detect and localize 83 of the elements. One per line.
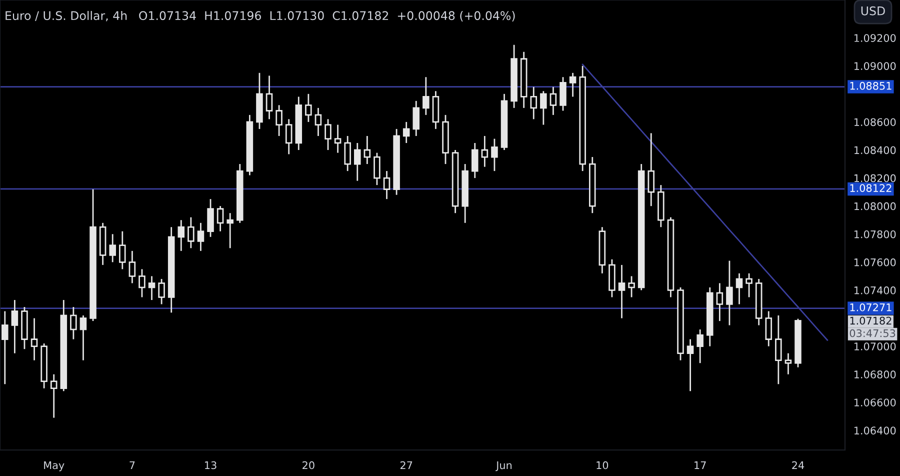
y-tick-label: 1.06800 <box>854 370 896 378</box>
candlestick <box>364 135 371 165</box>
y-tick-label: 1.07600 <box>854 258 896 266</box>
y-tick-label: 1.09200 <box>854 34 896 42</box>
candlestick <box>80 314 87 361</box>
candlestick <box>481 135 488 168</box>
ref-line-label: 1.07271 <box>850 303 892 312</box>
x-tick-label: 7 <box>130 461 135 470</box>
y-tick-label: 1.08200 <box>854 174 896 182</box>
candlestick <box>736 272 743 305</box>
candlestick <box>158 278 165 305</box>
y-tick-label: 1.08400 <box>854 146 896 154</box>
candlestick <box>197 222 204 252</box>
candlestick <box>50 374 58 418</box>
y-tick-label: 1.09000 <box>854 62 896 70</box>
candlestick <box>569 72 576 98</box>
candlestick <box>226 212 234 249</box>
text: 03:47:53 <box>850 329 896 338</box>
candlestick <box>354 142 361 182</box>
candlestick <box>324 118 332 151</box>
candlestick <box>471 142 478 179</box>
candlestick <box>726 260 733 326</box>
candlestick <box>148 275 156 301</box>
candlestick <box>540 90 547 126</box>
candlestick <box>696 328 704 364</box>
text: USD <box>861 6 885 16</box>
ref-line-label: 1.08122 <box>850 184 892 192</box>
candlestick <box>314 107 322 137</box>
y-tick-label: 1.07000 <box>854 342 896 350</box>
candlestick <box>119 230 126 270</box>
candlestick <box>207 198 214 238</box>
candlestick <box>550 86 557 116</box>
candlestick <box>216 205 224 232</box>
candlestick <box>686 338 694 392</box>
text: Euro / U.S. Dollar, 4h <box>6 10 127 22</box>
candlestick <box>285 118 292 155</box>
candlestick <box>648 132 655 207</box>
candlestick <box>2 310 8 385</box>
candlestick <box>402 121 410 144</box>
candlestick <box>30 318 38 361</box>
candlestick <box>530 86 538 120</box>
candlestick <box>716 282 724 322</box>
candlestick <box>784 352 792 375</box>
y-tick-label: 1.06400 <box>854 426 896 434</box>
text: O1.07134 H1.07196 L1.07130 C1.07182 +0.00048 (+0.04%) <box>139 10 515 22</box>
ref-line-label: 1.08851 <box>850 82 892 90</box>
x-tick-label: 17 <box>694 461 706 470</box>
x-tick-label: Jun <box>496 461 512 472</box>
candlestick <box>383 170 390 200</box>
candlestick <box>618 264 626 319</box>
y-tick-label: 1.08600 <box>854 118 896 126</box>
candlestick <box>11 299 18 354</box>
x-tick-label: 13 <box>205 461 216 470</box>
y-tick-label: 1.08000 <box>854 202 896 210</box>
candlestick <box>412 100 420 137</box>
candlestick <box>188 216 194 249</box>
candlestick <box>178 219 185 252</box>
x-tick-label: 27 <box>400 461 412 470</box>
x-tick-label: May <box>44 461 64 472</box>
candlestick <box>491 138 498 172</box>
x-tick-label: 20 <box>302 461 314 470</box>
candlestick <box>765 310 772 347</box>
candlestick <box>374 152 380 186</box>
x-tick-label: 10 <box>596 461 608 470</box>
candlestick <box>775 314 782 385</box>
candlestick <box>109 233 116 263</box>
text: 1.07182 <box>850 316 892 325</box>
candlestick <box>128 250 136 284</box>
y-tick-label: 1.07800 <box>854 230 896 238</box>
candlestick <box>305 93 312 123</box>
candlestick <box>560 76 566 112</box>
candlestick <box>628 275 635 298</box>
x-tick-label: 24 <box>792 461 804 470</box>
candlestick <box>344 135 351 172</box>
candlestick <box>746 272 752 298</box>
candlestick <box>276 104 282 137</box>
candlestick <box>70 306 77 340</box>
candlestick <box>334 124 342 154</box>
candlestick <box>138 268 146 298</box>
y-tick-label: 1.06600 <box>854 398 896 406</box>
y-tick-label: 1.07400 <box>854 286 896 294</box>
candlestick <box>266 75 273 120</box>
candlestick <box>422 76 430 116</box>
